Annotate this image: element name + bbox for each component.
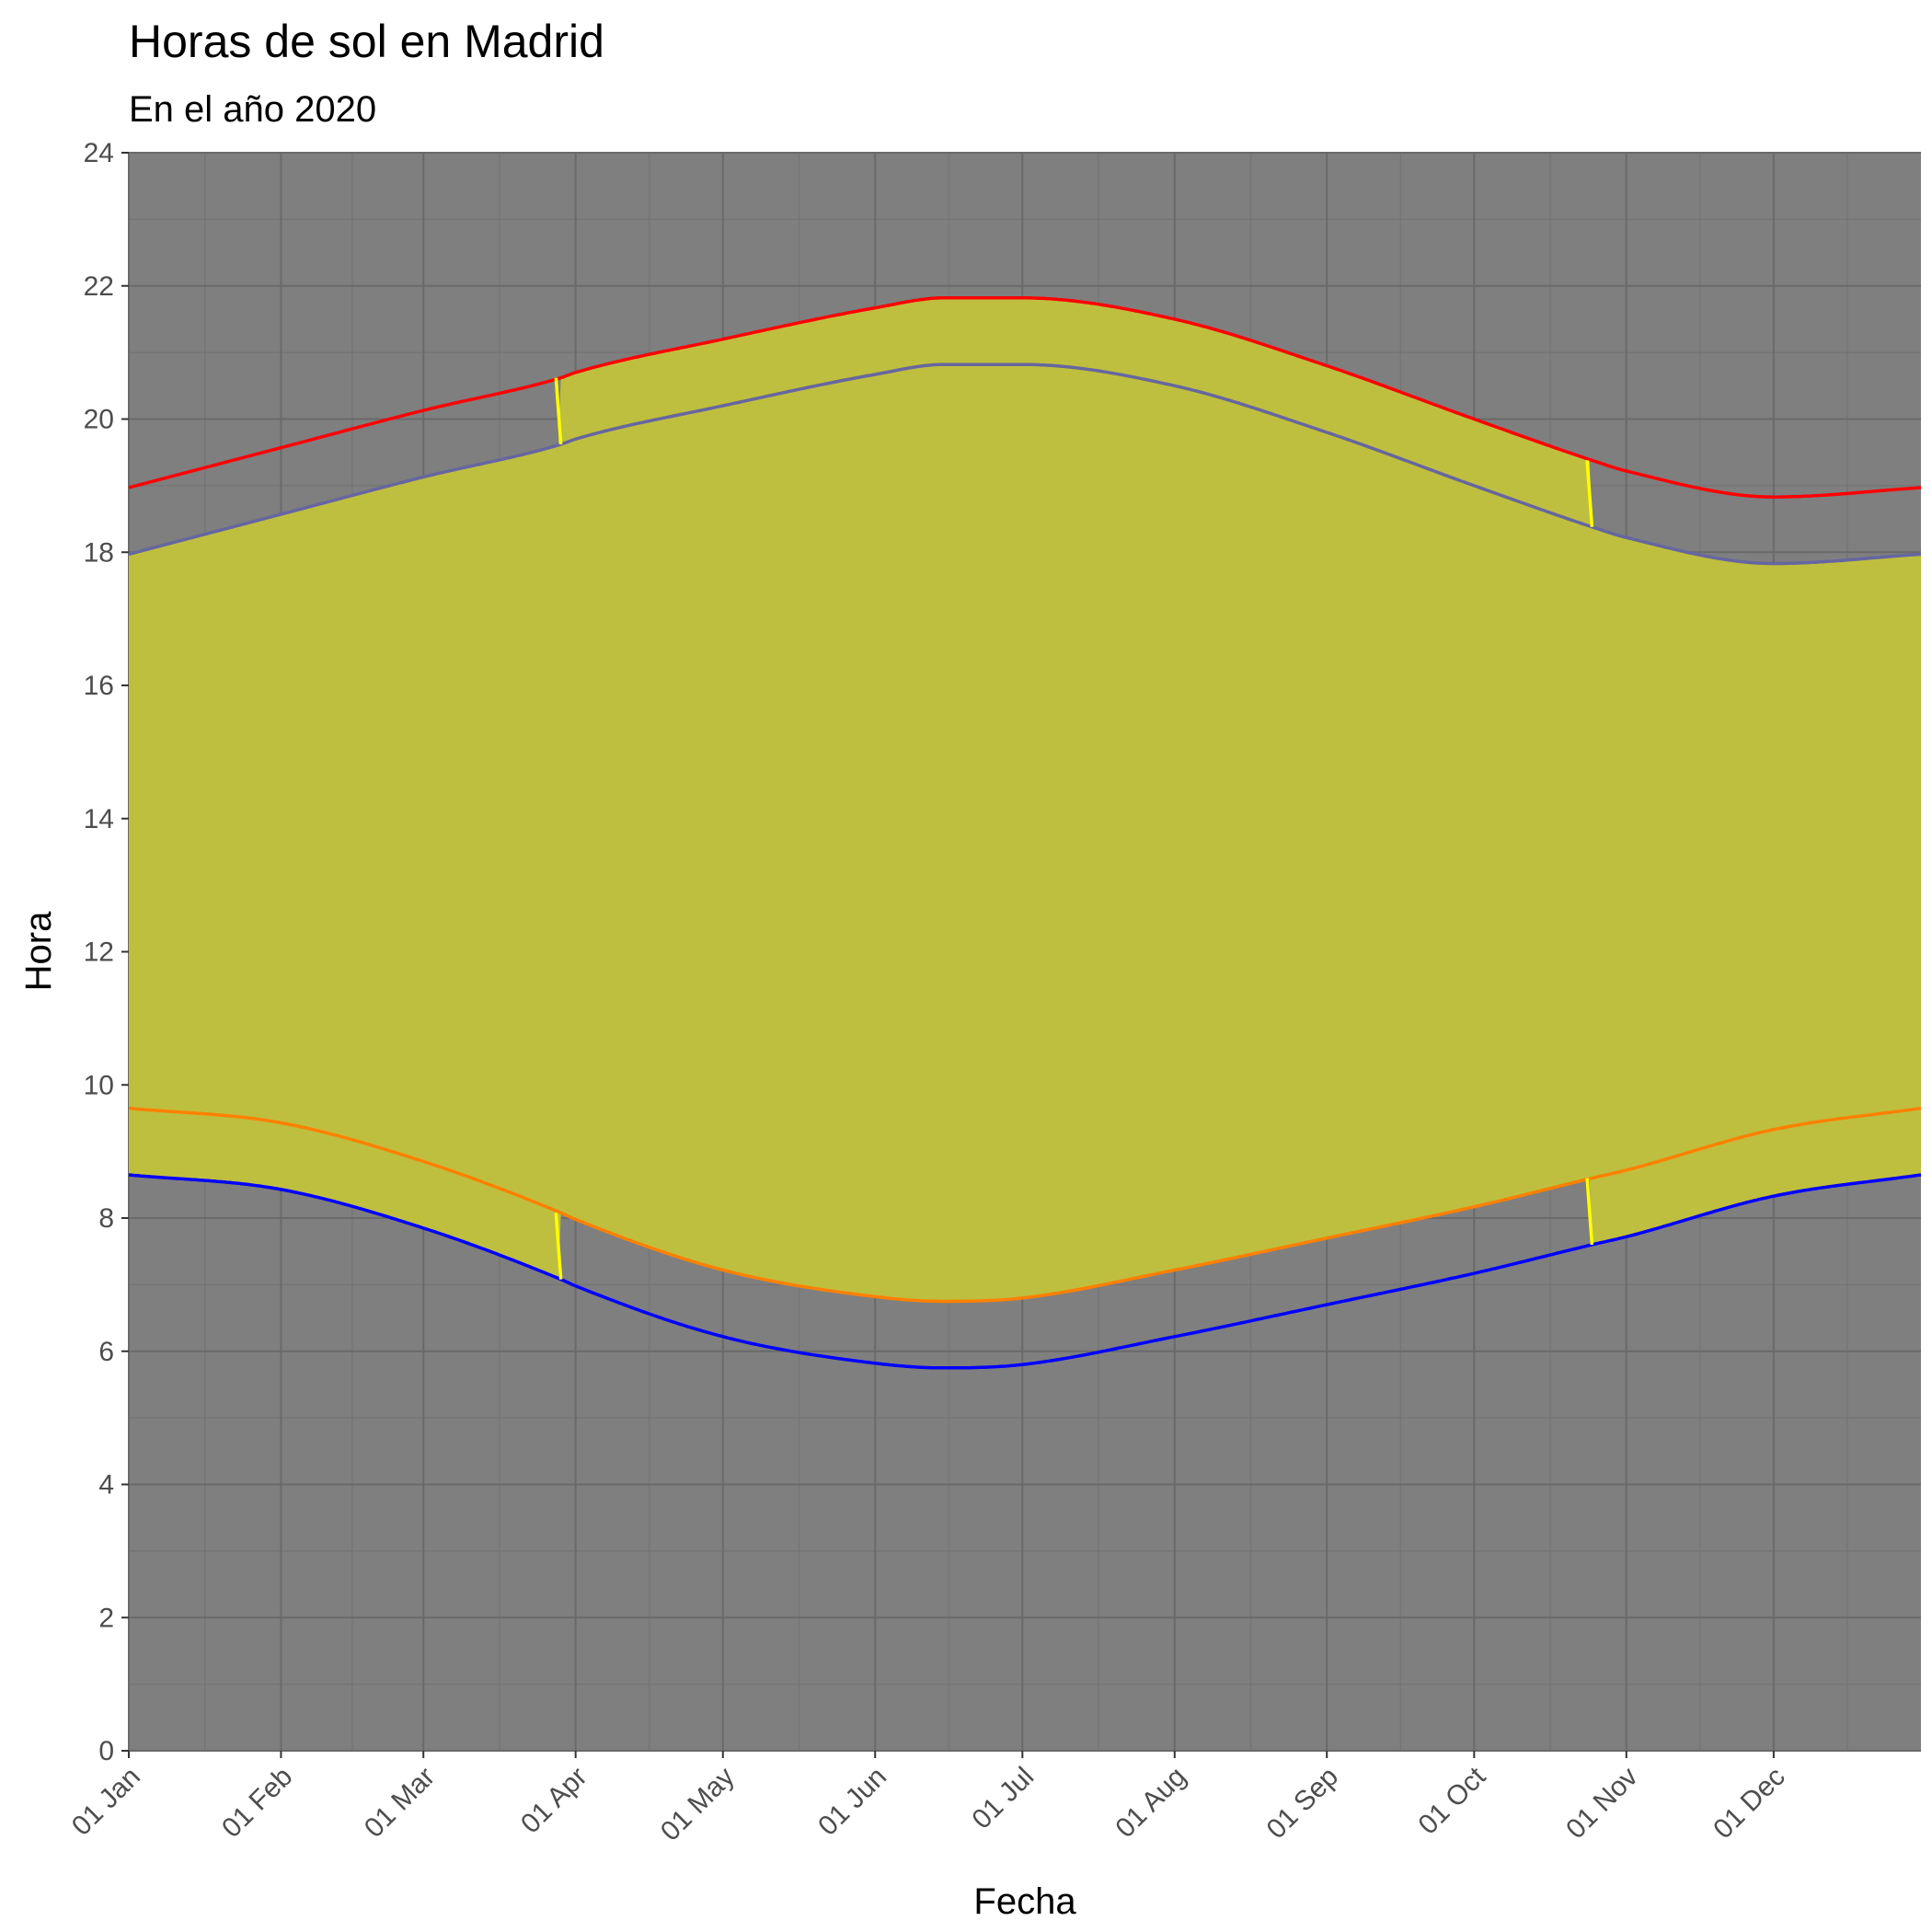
plot-panel: [128, 152, 1922, 1752]
line-winter-sunset: [128, 362, 1922, 566]
chart-title: Horas de sol en Madrid: [129, 16, 604, 67]
y-tick-label: 22: [84, 271, 114, 302]
x-tick-label: 01 Oct: [1412, 1761, 1491, 1840]
y-tick-label: 12: [84, 937, 114, 968]
x-tick-label: 01 Aug: [1110, 1762, 1191, 1844]
x-axis: 01 Jan 01 Feb 01 Mar 01 Apr 01 May 01 Jun 01 J…: [66, 1751, 1791, 1847]
y-tick-label: 10: [84, 1070, 114, 1100]
y-tick-label: 8: [98, 1203, 114, 1234]
x-tick-label: 01 Jan: [66, 1762, 146, 1842]
x-tick-label: 01 Dec: [1708, 1762, 1791, 1846]
dst-switch-sunrise: [554, 1213, 563, 1280]
chart-subtitle: En el año 2020: [129, 89, 376, 130]
x-tick-label: 01 Jun: [812, 1762, 892, 1842]
dst-switch-sunset: [554, 377, 563, 445]
dst-switch-sunrise: [1585, 1178, 1594, 1246]
dst-switch-sunset: [1585, 460, 1594, 527]
daylight-fill: [129, 297, 1921, 1302]
y-tick-label: 16: [84, 671, 114, 701]
y-tick-label: 24: [84, 138, 114, 168]
line-summer-sunrise: [128, 1106, 1922, 1304]
y-tick-label: 4: [98, 1470, 114, 1501]
x-tick-label: 01 Jul: [966, 1762, 1040, 1835]
y-tick-label: 6: [98, 1337, 114, 1367]
y-tick-label: 20: [84, 405, 114, 435]
series-lines: [128, 296, 1922, 1370]
x-tick-label: 01 Apr: [515, 1762, 593, 1840]
dst-switch-markers: [554, 377, 1594, 1280]
y-tick-label: 14: [84, 804, 114, 834]
x-tick-label: 01 Feb: [216, 1762, 298, 1844]
x-tick-label: 01 May: [655, 1762, 741, 1847]
x-tick-label: 01 Nov: [1560, 1762, 1644, 1846]
y-tick-label: 2: [98, 1603, 114, 1633]
line-summer-sunset: [128, 296, 1922, 499]
y-tick-label: 0: [98, 1736, 114, 1766]
x-tick-label: 01 Mar: [359, 1762, 441, 1844]
daylight-area: [129, 297, 1921, 1302]
x-axis-title: Fecha: [973, 1881, 1076, 1922]
line-winter-sunrise: [128, 1173, 1922, 1370]
y-axis-title: Hora: [18, 911, 59, 991]
y-tick-label: 18: [84, 537, 114, 568]
x-tick-label: 01 Sep: [1261, 1762, 1345, 1846]
